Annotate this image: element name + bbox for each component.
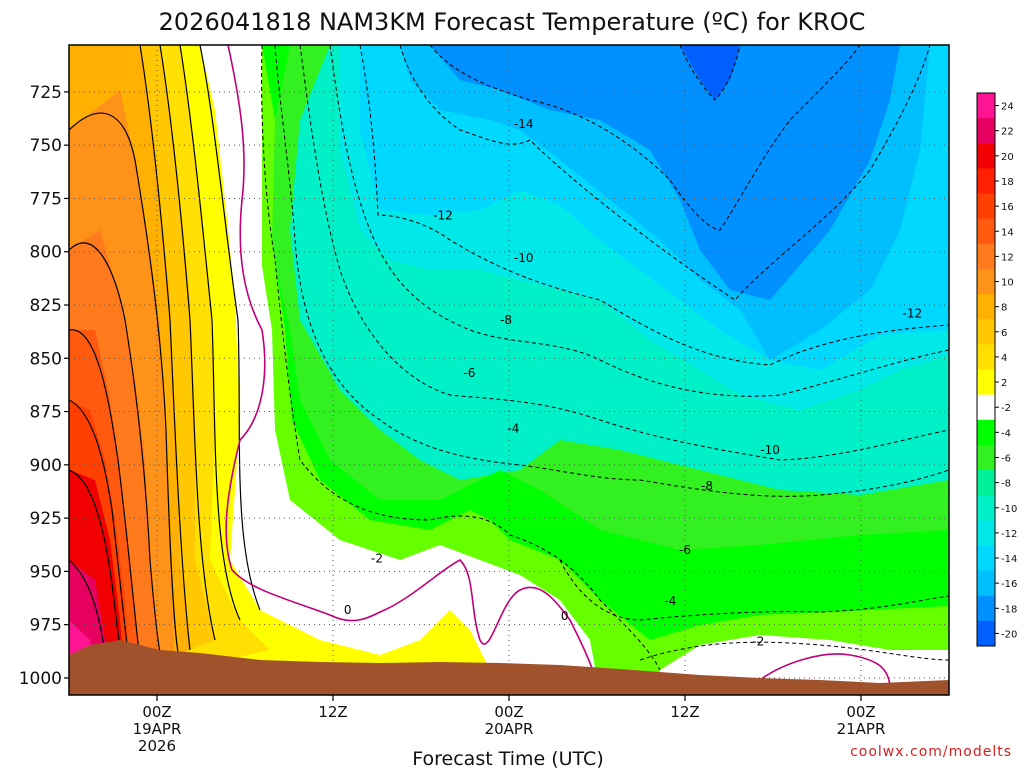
warm-contours [69,45,261,681]
colorbar-label: -14 [1001,554,1017,565]
contour-label: 0 [344,603,352,617]
band-zero [210,45,600,695]
x-tick-label: 20APR [485,720,534,738]
x-tick-label: 00Z [142,703,171,721]
colorbar-label: -4 [1001,428,1011,439]
colorbar-swatch [977,369,995,396]
y-tick-label: 1000 [19,669,62,689]
contour-label: -4 [664,594,676,608]
chart-title: 2026041818 NAM3KM Forecast Temperature (… [159,8,866,36]
colorbar-swatch [977,344,995,370]
credit-text: coolwx.com/modelts [850,744,1012,760]
colorbar-swatch [977,319,995,345]
colorbar-label: -10 [1001,504,1017,515]
colorbar-label: -8 [1001,479,1011,490]
colorbar-label: 4 [1001,353,1007,364]
colorbar: 24 22 20 18 16 14 12 10 8 6 4 2 -2 -4 -6 -8 -10 -12 -14 -16… [976,92,1017,647]
colorbar-swatch [977,620,995,647]
colorbar-label: 12 [1001,252,1014,263]
contour-label: -8 [500,313,512,327]
colorbar-label: 8 [1001,303,1007,314]
colorbar-label: -18 [1001,604,1017,615]
colorbar-label: -6 [1001,453,1011,464]
colorbar-swatch [977,193,995,220]
colorbar-swatch [977,444,995,471]
colorbar-swatch [977,470,995,496]
colorbar-label: 22 [1001,127,1014,138]
colorbar-swatch [977,168,995,195]
band-minus-2 [262,45,949,695]
contour-labels: -14 -12 -10 -8 -6 -4 -2 0 0 -12 -10 -8 -6 -4 -2 [344,117,923,649]
colorbar-frame [976,92,996,647]
colorbar-swatch [977,268,995,295]
colorbar-swatch [977,243,995,270]
colorbar-label: -2 [1001,403,1011,414]
colorbar-label: 10 [1001,278,1014,289]
x-tick-label: 21APR [837,720,886,738]
colorbar-swatch [977,294,995,320]
colorbar-label: 24 [1001,102,1014,113]
colorbar-swatch [977,595,995,622]
contour-label: -2 [752,635,764,649]
colorbar-label: 16 [1001,202,1014,213]
band-minus-18 [680,45,740,100]
y-tick-label: 925 [30,509,62,529]
colorbar-swatch [977,118,995,144]
contour-label: -6 [679,543,691,557]
contour-label: -4 [507,422,519,436]
colorbar-swatch [977,545,995,572]
colorbar-swatch [977,570,995,597]
colorbar-swatch [977,218,995,245]
plot-area: -14 -12 -10 -8 -6 -4 -2 0 0 -12 -10 -8 -6 -4 -2 [69,45,949,695]
colorbar-swatch [977,520,995,546]
x-tick-label: 00Z [494,703,523,721]
y-tick-label: 750 [30,136,62,156]
y-tick-label: 725 [30,83,62,103]
band-minus-16 [430,45,900,300]
cold-contours [261,45,949,671]
contour-label: -6 [463,366,475,380]
y-tick-label: 900 [30,456,62,476]
colorbar-swatch [977,394,995,421]
y-axis: 725 750 775 800 825 850 875 900 925 950 975 1000 [19,83,69,689]
colorbar-label: -12 [1001,529,1017,540]
contour-label: -12 [903,307,923,321]
x-tick-label: 19APR [133,720,182,738]
x-axis-label: Forecast Time (UTC) [412,748,603,768]
contour-label: -10 [760,443,780,457]
y-tick-label: 975 [30,616,62,636]
x-tick-label: 00Z [846,703,875,721]
contour-label: -10 [514,251,534,265]
colorbar-label: -20 [1001,629,1017,640]
colorbar-label: 6 [1001,328,1007,339]
ground-surface [69,640,949,695]
x-tick-label: 2026 [138,737,176,755]
contour-label: -14 [514,117,534,131]
colorbar-label: 2 [1001,378,1007,389]
y-tick-label: 950 [30,562,62,582]
colorbar-label: 18 [1001,177,1014,188]
contour-label: -8 [701,479,713,493]
colorbar-label: 20 [1001,152,1014,163]
y-tick-label: 875 [30,403,62,423]
x-tick-label: 12Z [318,703,347,721]
colorbar-swatch [977,495,995,521]
y-tick-label: 775 [30,189,62,209]
colorbar-label: 14 [1001,227,1014,238]
zero-contour [225,45,891,691]
y-tick-label: 850 [30,349,62,369]
colorbar-label: -16 [1001,579,1017,590]
colorbar-swatch [977,419,995,446]
contour-label: -12 [433,208,453,222]
colorbar-swatch [977,93,995,119]
x-tick-label: 12Z [670,703,699,721]
contour-label: -2 [371,552,383,566]
contour-label: 0 [561,609,569,623]
colorbar-swatch [977,143,995,169]
y-tick-label: 825 [30,296,62,316]
y-tick-label: 800 [30,243,62,263]
